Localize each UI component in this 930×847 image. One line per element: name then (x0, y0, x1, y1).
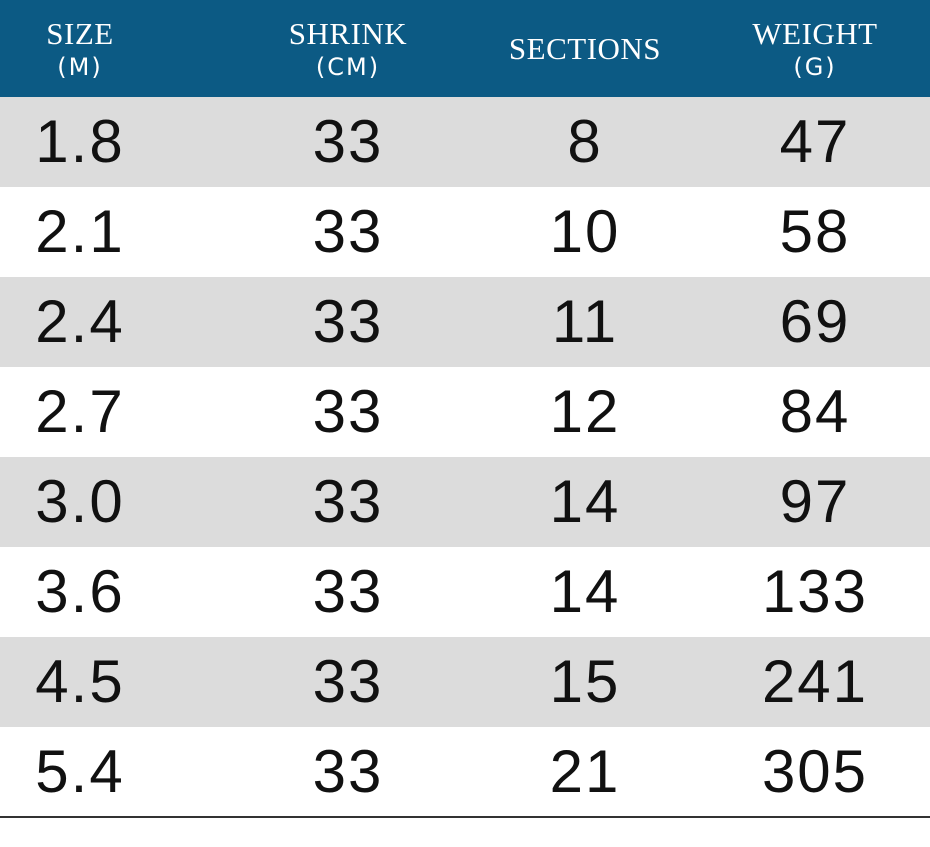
table-cell: 14 (549, 468, 621, 535)
table-cell: 21 (549, 738, 621, 805)
header-cell: SIZE (M) (0, 0, 196, 97)
table-cell: 33 (312, 468, 384, 535)
table-cell: 33 (312, 108, 384, 175)
table-cell: 4.5 (35, 648, 125, 715)
header-unit: (M) (57, 52, 103, 81)
table-cell: 47 (779, 108, 851, 175)
header-unit: (G) (793, 52, 837, 81)
header-title: SHRINK (288, 15, 408, 51)
bottom-rule (0, 816, 930, 818)
table-cell: 33 (312, 288, 384, 355)
table-cell: 33 (312, 738, 384, 805)
table-cell: 11 (551, 288, 619, 355)
table-cell: 133 (761, 558, 869, 625)
table-row: 3.6 33 14 133 (0, 547, 930, 637)
table-cell: 2.1 (35, 198, 125, 265)
table-cell: 5.4 (35, 738, 125, 805)
table-row: 3.0 33 14 97 (0, 457, 930, 547)
table-cell: 3.6 (35, 558, 125, 625)
table-row: 4.5 33 15 241 (0, 637, 930, 727)
table-row: 2.4 33 11 69 (0, 277, 930, 367)
table-row: 1.8 33 8 47 (0, 97, 930, 187)
table-cell: 97 (779, 468, 851, 535)
table-cell: 33 (312, 558, 384, 625)
header-title: SIZE (46, 15, 114, 51)
table-cell: 33 (312, 648, 384, 715)
table-cell: 12 (549, 378, 621, 445)
table-cell: 2.7 (35, 378, 125, 445)
table-cell: 3.0 (35, 468, 125, 535)
table-cell: 33 (312, 198, 384, 265)
table-cell: 84 (779, 378, 851, 445)
table-cell: 241 (761, 648, 869, 715)
header-cell: WEIGHT (G) (699, 0, 930, 97)
table-cell: 33 (312, 378, 384, 445)
table-header: SIZE (M) SHRINK (CM) SECTIONS WEIGHT (G) (0, 0, 930, 97)
header-title: SECTIONS (508, 30, 662, 66)
header-title: WEIGHT (752, 15, 878, 51)
table-cell: 305 (761, 738, 869, 805)
table-cell: 10 (549, 198, 621, 265)
table-cell: 2.4 (35, 288, 125, 355)
table-cell: 15 (549, 648, 621, 715)
table-row: 2.1 33 10 58 (0, 187, 930, 277)
table-row: 5.4 33 21 305 (0, 727, 930, 817)
table-cell: 1.8 (35, 108, 125, 175)
table-cell: 14 (549, 558, 621, 625)
table-cell: 8 (567, 108, 603, 175)
table-row: 2.7 33 12 84 (0, 367, 930, 457)
table-cell: 58 (779, 198, 851, 265)
header-cell: SECTIONS (469, 0, 701, 97)
table-cell: 69 (779, 288, 851, 355)
header-cell: SHRINK (CM) (232, 0, 464, 97)
header-unit: (CM) (315, 52, 381, 81)
